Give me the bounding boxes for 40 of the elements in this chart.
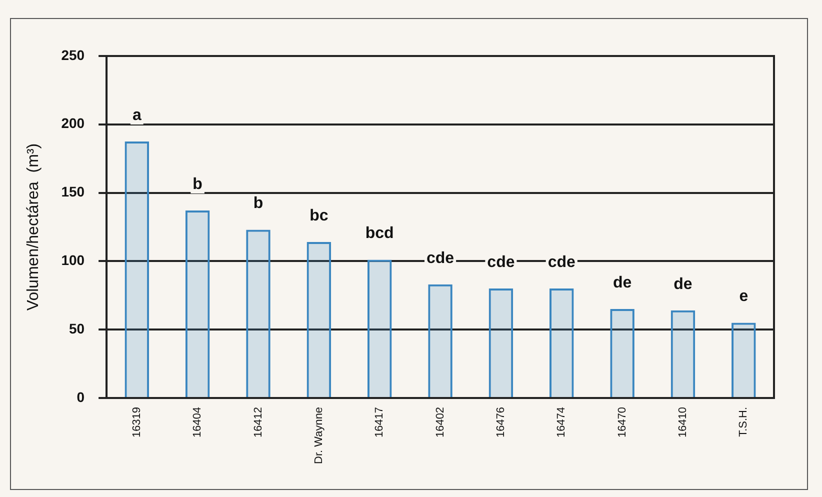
x-tick-label: 16476 (494, 406, 507, 438)
annotation: b (192, 176, 203, 193)
bar (306, 242, 332, 397)
y-tick-label: 50 (68, 320, 85, 336)
x-tick-label: 16402 (434, 406, 446, 438)
y-tick-label: 100 (61, 252, 85, 268)
bar (124, 141, 150, 397)
annotation: e (739, 288, 748, 306)
annotation: cde (426, 250, 454, 267)
bar (428, 284, 452, 397)
bar (670, 310, 696, 397)
bar (367, 260, 392, 397)
x-tick-label: 16319 (130, 406, 143, 438)
x-tick-label: 16417 (374, 406, 386, 438)
bar (732, 322, 756, 397)
bar (246, 230, 270, 397)
y-tick-label: 0 (76, 388, 85, 405)
annotation: b (253, 195, 264, 212)
bar (488, 288, 514, 397)
y-tick-label: 150 (61, 184, 85, 200)
y-tick-label: 250 (61, 46, 85, 63)
annotation: cde (487, 254, 515, 271)
bar (185, 210, 210, 397)
x-tick-label: T.S.H. (738, 406, 750, 437)
annotation: de (612, 274, 632, 292)
bar (610, 309, 634, 397)
x-tick-label: 16410 (677, 406, 690, 438)
annotation: bcd (365, 225, 394, 242)
x-tick-label: Dr. Waynne (312, 406, 325, 464)
annotation: de (674, 276, 692, 293)
x-tick-label: 16412 (252, 406, 264, 438)
annotation: cde (548, 254, 576, 271)
x-tick-label: 16474 (556, 406, 568, 438)
y-axis-title: Volumen/hectárea (m³) (25, 143, 42, 311)
x-tick-label: 16470 (616, 406, 628, 438)
annotation: bc (310, 207, 328, 224)
y-tick-label: 200 (61, 115, 85, 132)
bar (549, 288, 574, 397)
annotation: a (132, 106, 142, 124)
x-tick-label: 16404 (192, 406, 204, 438)
